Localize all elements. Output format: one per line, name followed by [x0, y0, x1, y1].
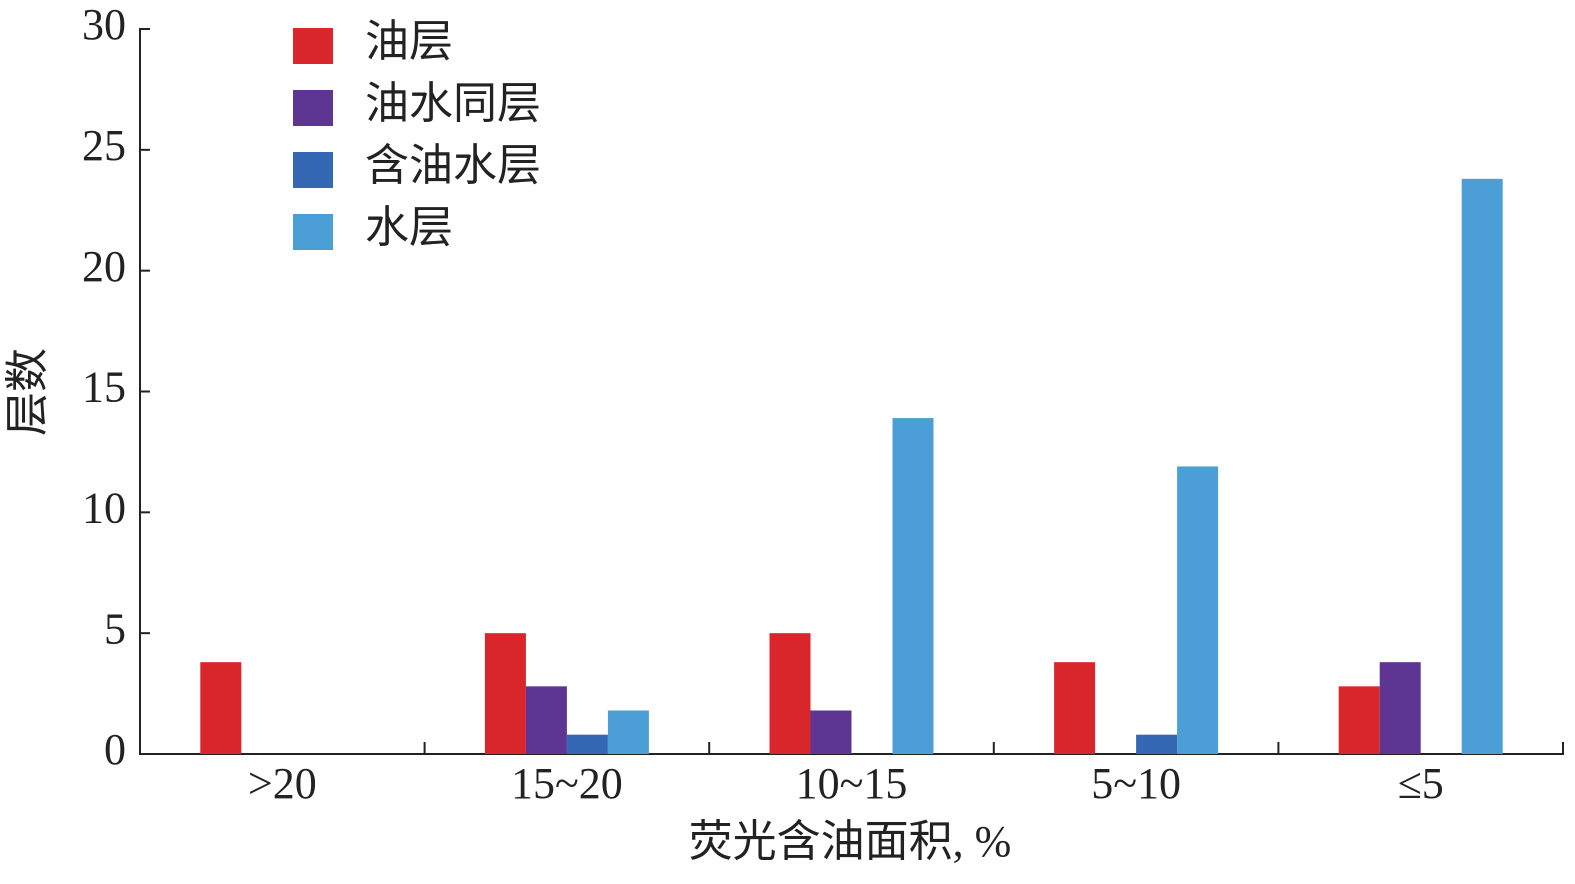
x-tick-label: 10~15 — [796, 759, 908, 808]
x-axis-label: 荧光含油面积, % — [689, 817, 1012, 866]
y-tick-label: 20 — [82, 242, 126, 291]
bar — [525, 686, 567, 754]
x-tick-label: 5~10 — [1091, 759, 1181, 808]
legend-swatch — [293, 152, 333, 188]
bar — [200, 662, 242, 754]
bar — [1379, 662, 1421, 754]
y-tick-label: 25 — [82, 121, 126, 170]
y-tick-label: 10 — [82, 483, 126, 532]
legend-swatch — [293, 214, 333, 250]
legend-label: 水层 — [365, 203, 453, 252]
x-tick-label: ≤5 — [1398, 759, 1444, 808]
y-tick-label: 5 — [104, 604, 126, 653]
legend-swatch — [293, 28, 333, 64]
bar — [566, 734, 608, 754]
bar — [1461, 178, 1503, 755]
bar — [769, 633, 811, 754]
bar — [1054, 662, 1096, 754]
y-tick-label: 0 — [104, 725, 126, 774]
bar — [892, 418, 934, 754]
x-tick-label: >20 — [248, 759, 317, 808]
bar — [607, 710, 649, 754]
y-axis-label: 层数 — [3, 348, 52, 436]
bar — [1177, 466, 1219, 754]
bar — [810, 710, 852, 754]
legend-label: 油水同层 — [365, 79, 541, 128]
legend-label: 油层 — [365, 17, 453, 66]
bar — [484, 633, 526, 754]
legend-label: 含油水层 — [365, 141, 541, 190]
y-tick-label: 15 — [82, 363, 126, 412]
legend-swatch — [293, 90, 333, 126]
y-tick-label: 30 — [82, 0, 126, 49]
bar — [1136, 734, 1178, 754]
bar — [1338, 686, 1380, 754]
x-tick-label: 15~20 — [511, 759, 623, 808]
